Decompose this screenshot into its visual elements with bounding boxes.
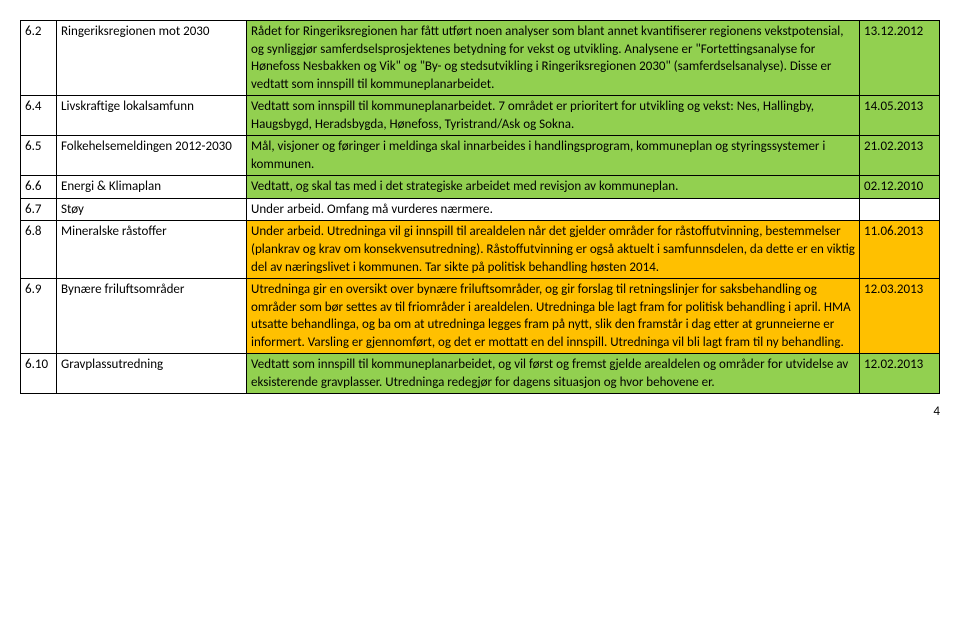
- row-date: 11.06.2013: [860, 221, 940, 279]
- row-number: 6.10: [21, 354, 57, 394]
- row-description: Rådet for Ringeriksregionen har fått utf…: [247, 21, 860, 96]
- row-date: 14.05.2013: [860, 96, 940, 136]
- row-number: 6.6: [21, 176, 57, 199]
- plan-table: 6.2Ringeriksregionen mot 2030Rådet for R…: [20, 20, 940, 394]
- row-description: Utredninga gir en oversikt over bynære f…: [247, 279, 860, 354]
- table-row: 6.2Ringeriksregionen mot 2030Rådet for R…: [21, 21, 940, 96]
- row-number: 6.5: [21, 136, 57, 176]
- row-number: 6.9: [21, 279, 57, 354]
- row-number: 6.4: [21, 96, 57, 136]
- row-title: Ringeriksregionen mot 2030: [57, 21, 247, 96]
- table-row: 6.9Bynære friluftsområderUtredninga gir …: [21, 279, 940, 354]
- row-title: Livskraftige lokalsamfunn: [57, 96, 247, 136]
- row-description: Under arbeid. Omfang må vurderes nærmere…: [247, 198, 860, 221]
- table-row: 6.6Energi & KlimaplanVedtatt, og skal ta…: [21, 176, 940, 199]
- row-description: Vedtatt som innspill til kommuneplanarbe…: [247, 96, 860, 136]
- row-title: Energi & Klimaplan: [57, 176, 247, 199]
- row-title: Støy: [57, 198, 247, 221]
- row-title: Folkehelsemeldingen 2012-2030: [57, 136, 247, 176]
- row-description: Under arbeid. Utredninga vil gi innspill…: [247, 221, 860, 279]
- row-description: Mål, visjoner og føringer i meldinga ska…: [247, 136, 860, 176]
- row-number: 6.2: [21, 21, 57, 96]
- table-row: 6.7StøyUnder arbeid. Omfang må vurderes …: [21, 198, 940, 221]
- row-date: 21.02.2013: [860, 136, 940, 176]
- table-row: 6.8Mineralske råstofferUnder arbeid. Utr…: [21, 221, 940, 279]
- page-number: 4: [20, 404, 940, 419]
- row-number: 6.8: [21, 221, 57, 279]
- row-title: Mineralske råstoffer: [57, 221, 247, 279]
- row-date: 12.03.2013: [860, 279, 940, 354]
- row-title: Gravplassutredning: [57, 354, 247, 394]
- row-title: Bynære friluftsområder: [57, 279, 247, 354]
- row-date: 12.02.2013: [860, 354, 940, 394]
- row-date: 13.12.2012: [860, 21, 940, 96]
- row-number: 6.7: [21, 198, 57, 221]
- row-description: Vedtatt, og skal tas med i det strategis…: [247, 176, 860, 199]
- table-row: 6.10GravplassutredningVedtatt som innspi…: [21, 354, 940, 394]
- table-row: 6.4Livskraftige lokalsamfunnVedtatt som …: [21, 96, 940, 136]
- table-row: 6.5Folkehelsemeldingen 2012-2030Mål, vis…: [21, 136, 940, 176]
- row-date: [860, 198, 940, 221]
- row-date: 02.12.2010: [860, 176, 940, 199]
- row-description: Vedtatt som innspill til kommuneplanarbe…: [247, 354, 860, 394]
